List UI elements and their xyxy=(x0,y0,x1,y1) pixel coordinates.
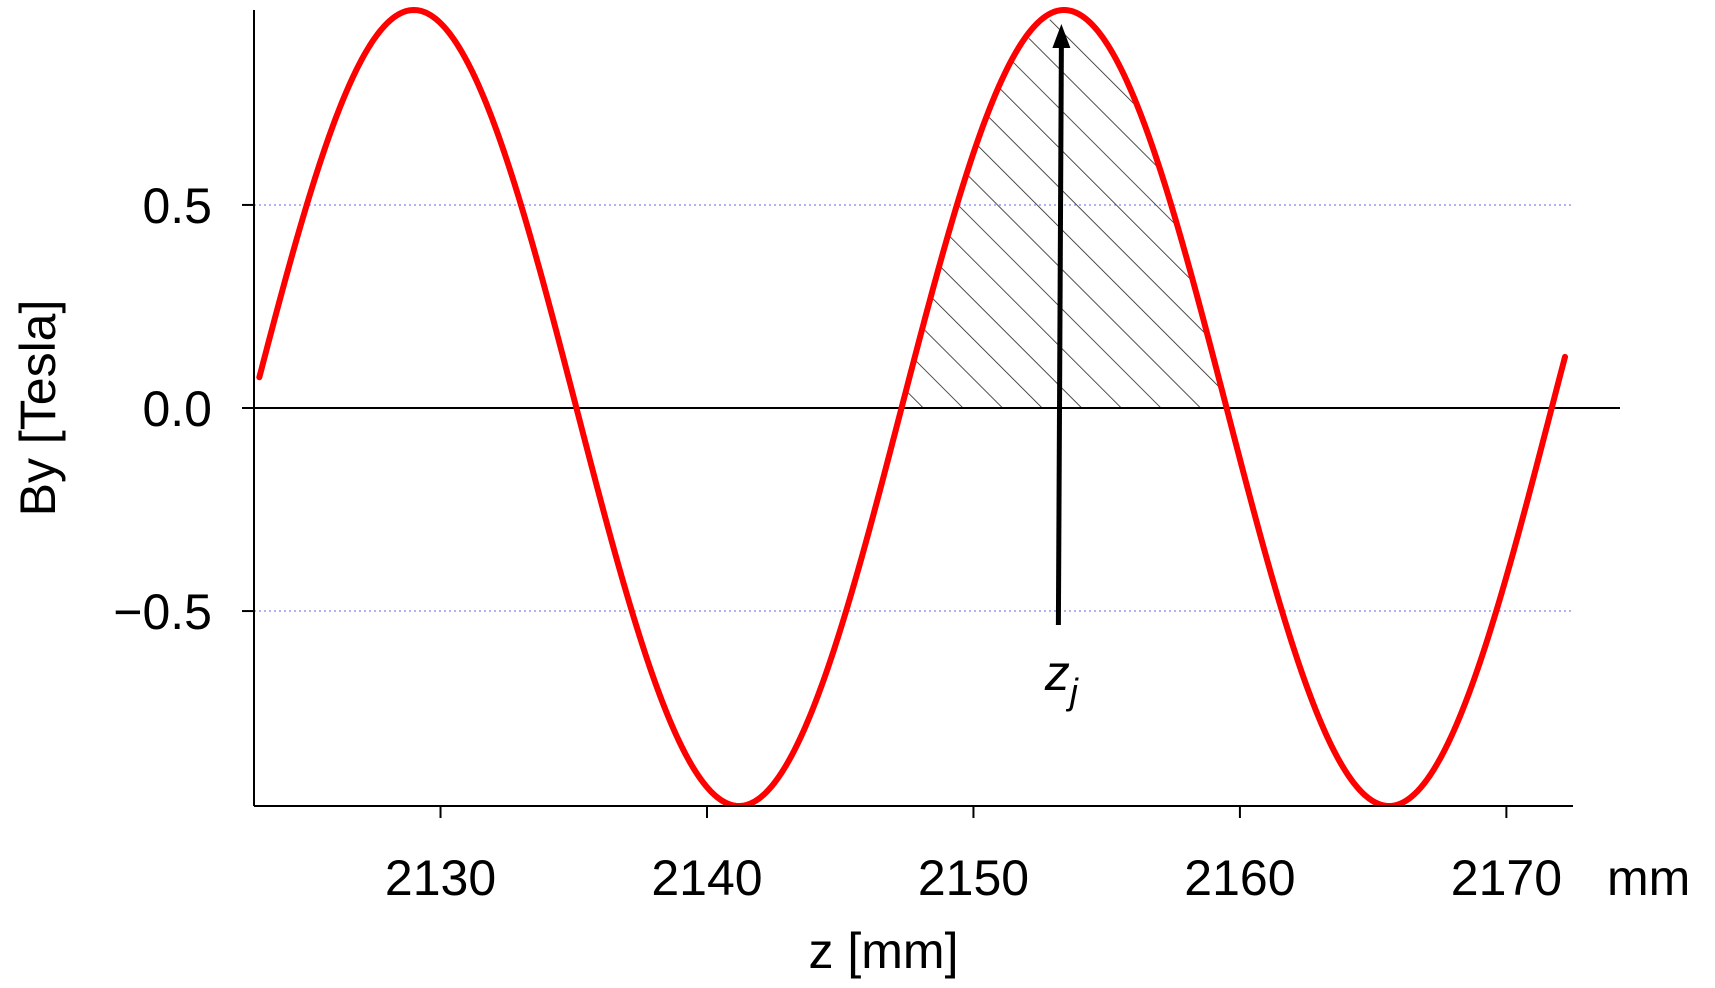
y-tick-label-2: −0.5 xyxy=(113,584,212,640)
y-axis-title: By [Tesla] xyxy=(10,300,66,517)
x-tick-label-2: 2150 xyxy=(918,850,1029,906)
y-tick-label-0: 0.5 xyxy=(142,178,212,234)
hatched-region xyxy=(901,15,1227,408)
x-tick-label-1: 2140 xyxy=(651,850,762,906)
annotation-arrow xyxy=(1052,24,1071,626)
x-axis-title: z [mm] xyxy=(809,923,959,979)
y-tick-label-1: 0.0 xyxy=(142,381,212,437)
x-unit-label: mm xyxy=(1607,850,1690,906)
x-tick-label-0: 2130 xyxy=(385,850,496,906)
series-line-by xyxy=(256,7,1569,806)
annotation-zj: zj xyxy=(1044,645,1079,712)
x-ticks: 2130 2140 2150 2160 2170 xyxy=(385,806,1562,906)
y-ticks: 0.5 0.0 −0.5 xyxy=(113,178,254,640)
x-tick-label-4: 2170 xyxy=(1451,850,1562,906)
x-tick-label-3: 2160 xyxy=(1184,850,1295,906)
annotation-base: z xyxy=(1044,645,1070,701)
